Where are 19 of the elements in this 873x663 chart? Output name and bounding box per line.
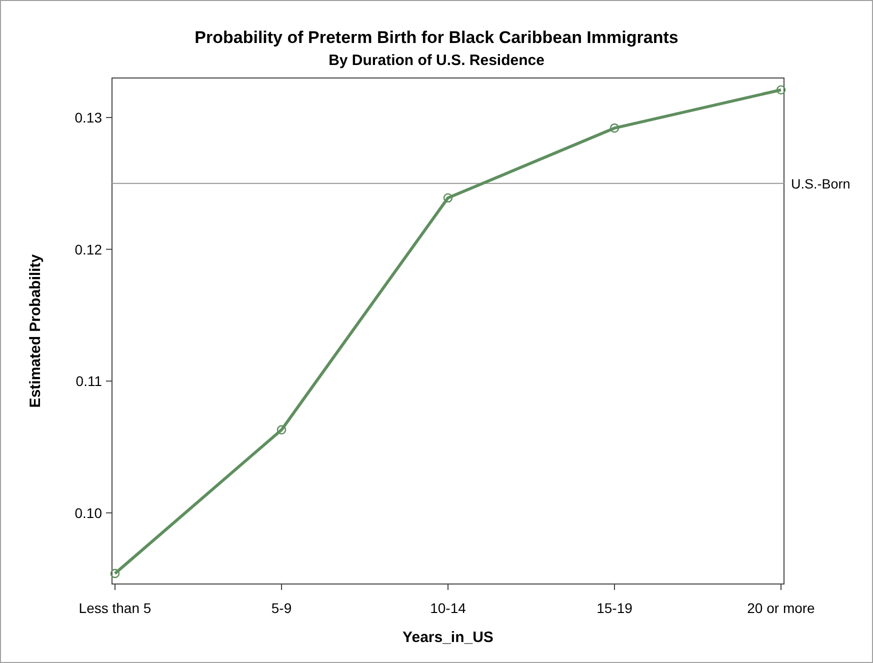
point xyxy=(110,568,120,578)
point xyxy=(276,425,286,434)
x-axis-title: Years_in_US xyxy=(402,629,494,646)
y-tick-label: 0.10 xyxy=(74,504,102,521)
x-tick-label: 5-9 xyxy=(271,600,292,616)
y-tick-label: 0.13 xyxy=(74,110,102,126)
point xyxy=(443,193,453,203)
chart-title: Probability of Preterm Birth for Black Caribbean Immigrants xyxy=(194,28,678,47)
y-axis-title: Estimated Probability xyxy=(27,254,44,408)
x-tick-label: Less than 5 xyxy=(78,600,152,616)
y-tick-label: 0.12 xyxy=(74,241,102,258)
x-tick-label: 10-14 xyxy=(430,600,466,616)
x-tick-label: 15-19 xyxy=(596,600,633,616)
x-tick-label: 20 or more xyxy=(747,600,816,616)
point xyxy=(610,123,620,133)
y-tick-label: 0.11 xyxy=(76,373,102,390)
point xyxy=(776,85,786,95)
chart-subtitle: By Duration of U.S. Residence xyxy=(328,52,544,69)
ref-line-label: U.S.-Born xyxy=(791,176,850,192)
